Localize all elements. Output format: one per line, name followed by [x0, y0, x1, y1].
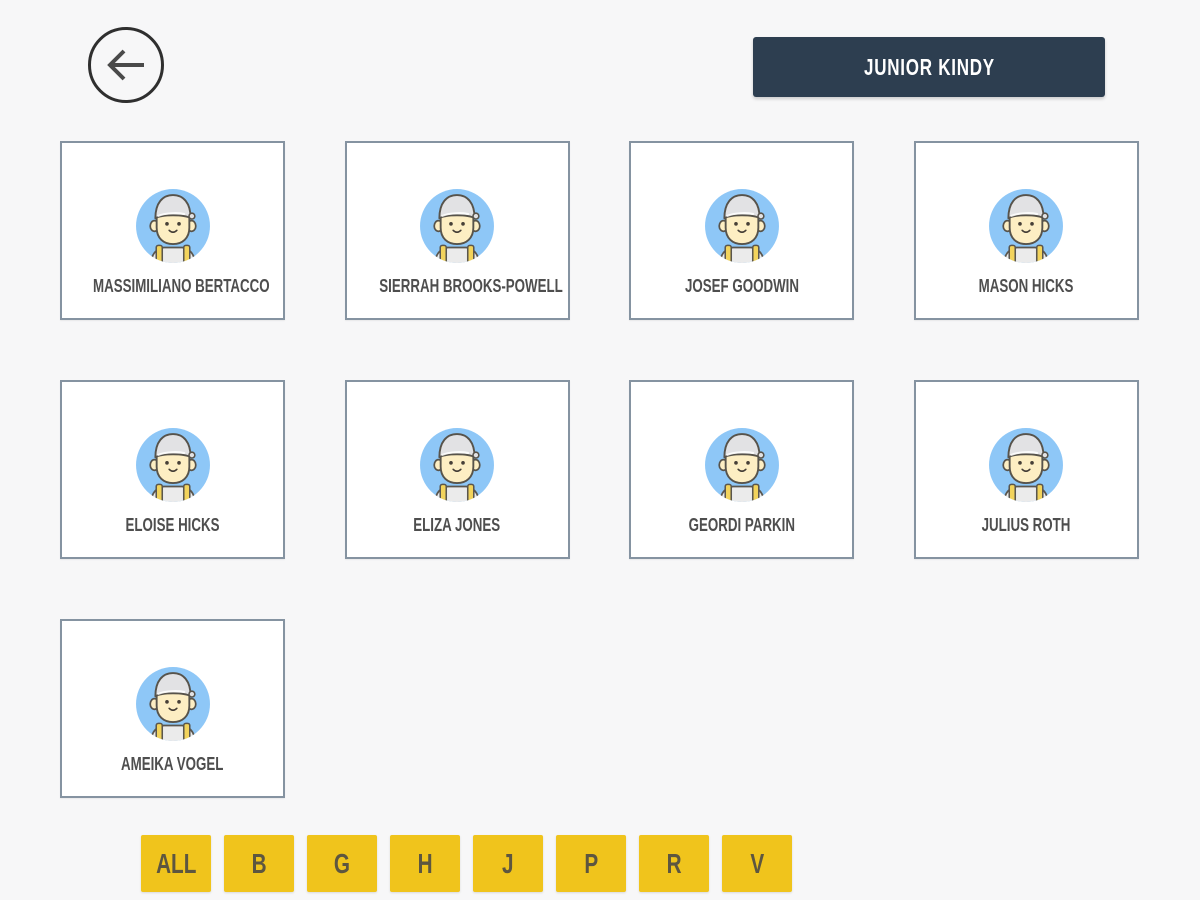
student-name: ELOISE HICKS	[125, 515, 220, 535]
back-button[interactable]	[88, 27, 164, 103]
filter-button-label: G	[333, 847, 351, 879]
filter-button-j[interactable]: J	[473, 835, 543, 892]
student-name: MASON HICKS	[979, 276, 1074, 296]
student-name: JOSEF GOODWIN	[684, 276, 799, 296]
student-card[interactable]: JOSEF GOODWIN	[629, 141, 855, 320]
filter-button-label: V	[750, 847, 764, 879]
student-card[interactable]: ELIZA JONES	[344, 380, 570, 559]
student-name: AMEIKA VOGEL	[121, 754, 224, 774]
student-card[interactable]: ELOISE HICKS	[60, 380, 285, 559]
group-title: JUNIOR KINDY	[863, 53, 995, 80]
filter-button-p[interactable]: P	[556, 835, 626, 892]
group-header-bar[interactable]: JUNIOR KINDY	[753, 37, 1105, 97]
filter-button-v[interactable]: V	[722, 835, 792, 892]
child-avatar-icon	[983, 422, 1069, 508]
alphabet-filter-bar: ALL B G H J P R V	[141, 835, 792, 892]
student-name: SIERRAH BROOKS-POWELL	[378, 276, 563, 296]
filter-button-g[interactable]: G	[307, 835, 377, 892]
student-name: MASSIMILIANO BERTACCO	[93, 276, 270, 296]
student-name: JULIUS ROTH	[982, 515, 1071, 535]
student-grid: MASSIMILIANO BERTACCO SIERRAH BROOKS-POW…	[60, 141, 1139, 798]
child-avatar-icon	[130, 661, 216, 747]
child-avatar-icon	[130, 422, 216, 508]
student-name: ELIZA JONES	[413, 515, 501, 535]
child-avatar-icon	[699, 183, 785, 269]
child-avatar-icon	[414, 183, 500, 269]
student-card[interactable]: MASON HICKS	[913, 141, 1139, 320]
filter-button-label: B	[251, 847, 267, 879]
filter-button-label: ALL	[155, 847, 197, 879]
filter-button-label: J	[502, 847, 514, 879]
child-avatar-icon	[130, 183, 216, 269]
student-card[interactable]: GEORDI PARKIN	[629, 380, 855, 559]
filter-button-r[interactable]: R	[639, 835, 709, 892]
filter-button-all[interactable]: ALL	[141, 835, 211, 892]
student-card[interactable]: SIERRAH BROOKS-POWELL	[344, 141, 570, 320]
filter-button-label: P	[584, 847, 598, 879]
child-avatar-icon	[983, 183, 1069, 269]
child-avatar-icon	[414, 422, 500, 508]
filter-button-h[interactable]: H	[390, 835, 460, 892]
student-card[interactable]: MASSIMILIANO BERTACCO	[60, 141, 285, 320]
filter-button-b[interactable]: B	[224, 835, 294, 892]
student-card[interactable]: AMEIKA VOGEL	[60, 619, 285, 798]
arrow-left-icon	[107, 49, 144, 81]
filter-button-label: H	[417, 847, 433, 879]
student-name: GEORDI PARKIN	[688, 515, 795, 535]
filter-button-label: R	[666, 847, 682, 879]
child-avatar-icon	[699, 422, 785, 508]
student-card[interactable]: JULIUS ROTH	[913, 380, 1139, 559]
